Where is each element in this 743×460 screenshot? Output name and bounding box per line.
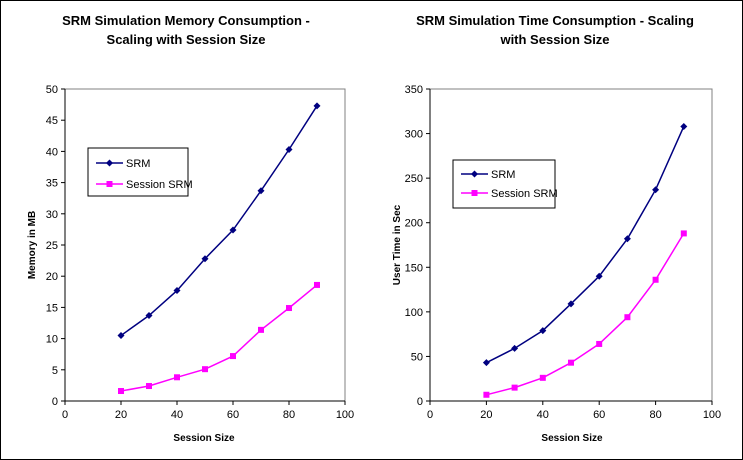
series-line-srm — [120, 105, 318, 337]
data-point-srm — [652, 186, 660, 194]
data-point-session-srm — [539, 374, 546, 381]
data-point-session-srm — [146, 383, 152, 390]
legend-box — [87, 147, 189, 197]
legend-box — [452, 159, 556, 209]
data-point-srm — [173, 287, 181, 295]
plot-area: 0 5 10 15 20 25 30 35 40 45 50 0 20 40 60 80 100 — [46, 84, 354, 421]
data-point-srm — [117, 331, 125, 339]
y-tick-label: 50 — [46, 84, 58, 96]
data-point-srm — [511, 344, 519, 352]
y-axis-title: Memory in MB — [27, 211, 38, 279]
y-tick-label: 15 — [46, 302, 58, 314]
data-point-session-srm — [483, 391, 490, 398]
data-point-session-srm — [596, 340, 603, 347]
data-point-srm — [595, 272, 603, 280]
x-tick-label: 100 — [336, 409, 354, 421]
legend-label-srm: SRM — [491, 169, 515, 181]
data-point-srm — [201, 255, 209, 263]
x-tick-label: 0 — [62, 409, 68, 421]
legend: SRM Session SRM — [87, 147, 193, 197]
x-tick-label: 80 — [283, 409, 295, 421]
legend-marker-session-srm — [471, 190, 478, 196]
x-tick-label: 60 — [593, 409, 605, 421]
data-point-srm — [285, 146, 293, 154]
legend-marker-srm — [106, 159, 113, 167]
y-tick-label: 25 — [46, 240, 58, 252]
x-tick-label: 40 — [171, 409, 183, 421]
data-point-session-srm — [258, 326, 264, 333]
chart-title-line-2: Scaling with Session Size — [107, 32, 266, 47]
x-tick-label: 0 — [427, 409, 433, 421]
y-tick-label: 200 — [405, 218, 423, 230]
chart-title-line-2: with Session Size — [499, 32, 609, 47]
y-tick-label: 10 — [46, 334, 58, 346]
x-tick-label: 20 — [115, 409, 127, 421]
data-point-srm — [623, 235, 631, 243]
data-point-srm — [482, 359, 490, 367]
series-line-session-srm — [120, 284, 318, 392]
x-tick-label: 20 — [480, 409, 492, 421]
x-axis-title: Session Size — [173, 433, 235, 444]
data-point-srm — [567, 300, 575, 308]
memory-chart: SRM Simulation Memory Consumption - Scal… — [27, 13, 354, 444]
data-point-srm — [539, 327, 547, 335]
data-point-srm — [145, 312, 153, 320]
x-tick-label: 100 — [703, 409, 721, 421]
y-tick-label: 40 — [46, 146, 58, 158]
y-tick-label: 5 — [52, 365, 58, 377]
legend-marker-session-srm — [106, 181, 113, 187]
chart-title-line-1: SRM Simulation Time Consumption - Scalin… — [416, 13, 694, 28]
chart-title-line-1: SRM Simulation Memory Consumption - — [62, 13, 310, 28]
legend-label-srm: SRM — [126, 158, 150, 170]
data-point-session-srm — [680, 230, 687, 237]
y-tick-label: 0 — [52, 396, 58, 408]
plot-area: 0 50 100 150 200 250 300 350 0 20 40 60 80 100 — [405, 84, 722, 421]
y-tick-label: 30 — [46, 209, 58, 221]
data-point-session-srm — [314, 281, 320, 288]
data-point-srm — [680, 122, 688, 130]
series-line-srm — [486, 126, 685, 364]
y-tick-label: 250 — [405, 173, 423, 185]
data-point-session-srm — [118, 388, 124, 395]
y-tick-label: 0 — [417, 396, 423, 408]
legend-marker-srm — [471, 170, 478, 178]
data-point-srm — [257, 187, 265, 195]
y-tick-label: 35 — [46, 178, 58, 190]
y-tick-label: 20 — [46, 271, 58, 283]
data-point-session-srm — [624, 314, 631, 321]
y-tick-label: 100 — [405, 307, 423, 319]
x-tick-label: 60 — [227, 409, 239, 421]
legend-label-session-srm: Session SRM — [491, 188, 558, 200]
legend: SRM Session SRM — [452, 159, 558, 209]
y-tick-label: 350 — [405, 84, 423, 96]
x-axis-title: Session Size — [541, 433, 603, 444]
data-point-session-srm — [511, 384, 518, 391]
y-tick-label: 150 — [405, 262, 423, 274]
data-point-session-srm — [230, 353, 236, 360]
data-point-session-srm — [568, 359, 574, 366]
plot-border — [429, 88, 713, 402]
y-tick-label: 45 — [46, 115, 58, 127]
data-point-session-srm — [202, 366, 208, 373]
data-point-srm — [229, 226, 237, 234]
time-chart: SRM Simulation Time Consumption - Scalin… — [392, 13, 721, 444]
x-tick-label: 40 — [537, 409, 549, 421]
legend-label-session-srm: Session SRM — [126, 179, 193, 191]
y-axis-title: User Time in Sec — [392, 204, 403, 285]
data-point-session-srm — [174, 374, 180, 381]
y-tick-label: 300 — [405, 129, 423, 141]
y-tick-label: 50 — [411, 351, 423, 363]
data-point-session-srm — [286, 305, 292, 312]
plot-border — [64, 88, 346, 402]
data-point-session-srm — [652, 276, 659, 283]
x-tick-label: 80 — [649, 409, 661, 421]
series-line-session-srm — [486, 233, 685, 396]
data-point-srm — [313, 102, 321, 110]
